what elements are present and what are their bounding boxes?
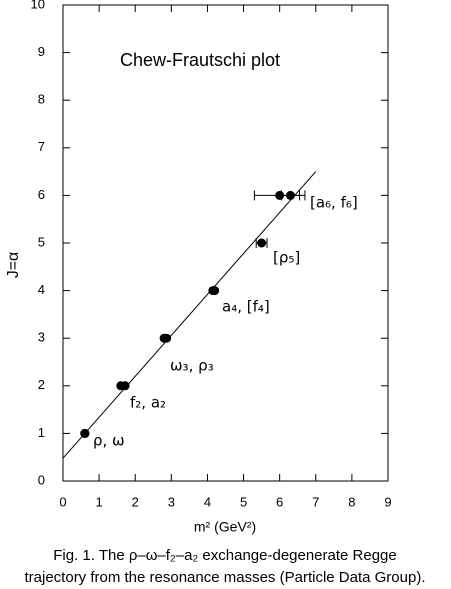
annotation: ρ, ω bbox=[93, 432, 125, 450]
y-tick-label: 10 bbox=[31, 0, 45, 11]
point bbox=[80, 428, 90, 438]
y-tick-label: 1 bbox=[38, 425, 45, 440]
x-tick-label: 5 bbox=[240, 494, 247, 509]
plot-frame bbox=[62, 4, 389, 482]
annotation: ω₃, ρ₃ bbox=[170, 357, 214, 375]
caption-line: trajectory from the resonance masses (Pa… bbox=[25, 569, 426, 586]
x-tick-label: 1 bbox=[95, 494, 102, 509]
annotation: f₂, a₂ bbox=[130, 394, 166, 412]
x-tick-label: 8 bbox=[348, 494, 355, 509]
y-tick-label: 5 bbox=[38, 234, 45, 249]
annotation: [a₆, f₆] bbox=[310, 194, 358, 212]
point bbox=[120, 381, 130, 391]
y-tick-label: 7 bbox=[38, 139, 45, 154]
x-tick-label: 9 bbox=[384, 494, 391, 509]
caption-line: Fig. 1. The ρ–ω–f₂–a₂ exchange-degenerat… bbox=[53, 547, 397, 564]
annotation: a₄, [f₄] bbox=[222, 298, 270, 316]
point bbox=[162, 333, 172, 343]
point bbox=[210, 286, 220, 296]
y-tick-label: 2 bbox=[38, 377, 45, 392]
chart-title: Chew-Frautschi plot bbox=[120, 50, 280, 70]
fit-line bbox=[62, 171, 317, 459]
x-tick-label: 3 bbox=[168, 494, 175, 509]
x-tick-label: 7 bbox=[312, 494, 319, 509]
y-tick-label: 8 bbox=[38, 92, 45, 107]
y-tick-label: 0 bbox=[38, 472, 45, 487]
annotation: [ρ₅] bbox=[273, 249, 300, 267]
y-tick-label: 4 bbox=[38, 282, 45, 297]
point bbox=[257, 238, 267, 248]
x-axis-label: m² (GeV²) bbox=[194, 519, 256, 535]
x-tick-label: 6 bbox=[276, 494, 283, 509]
y-tick-label: 9 bbox=[38, 44, 45, 59]
y-tick-label: 6 bbox=[38, 187, 45, 202]
y-tick-label: 3 bbox=[38, 330, 45, 345]
x-tick-label: 4 bbox=[204, 494, 211, 509]
point bbox=[286, 190, 295, 200]
x-tick-label: 0 bbox=[59, 494, 66, 509]
y-axis-label: J=α bbox=[5, 252, 22, 279]
x-tick-label: 2 bbox=[132, 494, 139, 509]
